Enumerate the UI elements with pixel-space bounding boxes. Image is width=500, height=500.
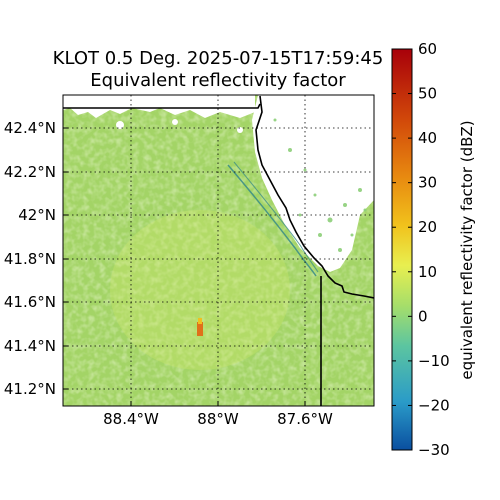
chart-title-line1: KLOT 0.5 Deg. 2025-07-15T17:59:45 xyxy=(52,48,384,69)
colorbar-tick-label: 50 xyxy=(418,85,437,103)
y-tick-label: 41.2°N xyxy=(4,380,56,398)
x-tick-label: 88.4°W xyxy=(103,410,159,428)
lake-michigan-shoreline xyxy=(255,95,374,299)
colorbar-tick-label: 40 xyxy=(418,129,437,147)
x-axis: 88.4°W 88°W 87.6°W xyxy=(103,401,333,428)
wisconsin-border xyxy=(63,103,261,109)
lake-no-echo-region xyxy=(252,95,374,272)
chart-title-line2: Equivalent reflectivity factor xyxy=(90,70,346,91)
x-tick-label: 88°W xyxy=(197,410,239,428)
colorbar-tick-label: −20 xyxy=(418,396,450,414)
y-tick-label: 41.8°N xyxy=(4,250,56,268)
colorbar-tick-label: 30 xyxy=(418,174,437,192)
colorbar-tick-label: 10 xyxy=(418,263,437,281)
y-axis: 42.4°N 42.2°N 42°N 41.8°N 41.6°N 41.4°N 41.2°N xyxy=(4,119,68,398)
colorbar-ticks: 60 50 40 30 20 10 0 −10 −20 −30 xyxy=(392,40,450,459)
x-tick-label: 87.6°W xyxy=(277,410,333,428)
y-tick-label: 41.4°N xyxy=(4,337,56,355)
y-tick-label: 42°N xyxy=(18,206,56,224)
colorbar-tick-label: 60 xyxy=(418,40,437,58)
y-tick-label: 41.6°N xyxy=(4,293,56,311)
map-boundaries xyxy=(63,95,374,406)
y-tick-label: 42.4°N xyxy=(4,119,56,137)
lake-echo-speckles xyxy=(273,118,367,252)
colorbar-label: equivalent reflectivity factor (dBZ) xyxy=(458,120,476,379)
colorbar-tick-label: −30 xyxy=(418,441,450,459)
radar-field xyxy=(63,95,374,406)
bright-echo-cell xyxy=(197,322,203,336)
y-tick-label: 42.2°N xyxy=(4,163,56,181)
colorbar-tick-label: 20 xyxy=(418,218,437,236)
colorbar-tick-label: −10 xyxy=(418,352,450,370)
colorbar xyxy=(391,48,413,451)
north-gaps xyxy=(63,95,255,133)
colorbar-tick-label: 0 xyxy=(418,307,428,325)
